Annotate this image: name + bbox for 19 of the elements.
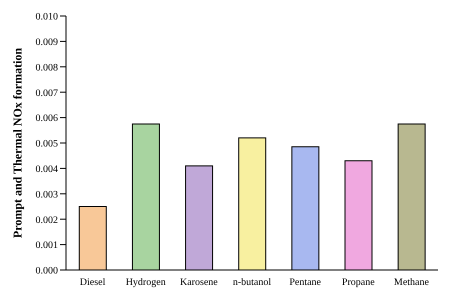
x-tick-label: Methane xyxy=(394,277,430,288)
y-tick-label: 0.005 xyxy=(36,138,58,150)
y-tick-label: 0.006 xyxy=(36,113,58,124)
y-tick-label: 0.008 xyxy=(36,62,58,74)
y-tick-label: 0.003 xyxy=(36,189,58,200)
x-tick-label: Karosene xyxy=(180,277,218,288)
y-axis-title: Prompt and Thermal NOx formation xyxy=(10,48,24,238)
x-tick-label: Propane xyxy=(342,277,376,288)
y-tick-label: 0.002 xyxy=(36,214,58,226)
y-tick-label: 0.007 xyxy=(36,88,58,99)
y-tick-label: 0.001 xyxy=(36,240,58,252)
y-tick-label: 0.009 xyxy=(36,36,58,48)
x-tick-label: Pentane xyxy=(289,277,322,288)
x-tick-label: Diesel xyxy=(80,277,106,288)
x-tick-label: Hydrogen xyxy=(126,277,166,288)
x-tick-label: n-butanol xyxy=(232,277,272,288)
y-tick-label: 0.010 xyxy=(36,12,58,23)
y-tick-label: 0.004 xyxy=(36,164,58,175)
y-tick-label: 0.000 xyxy=(36,266,58,277)
